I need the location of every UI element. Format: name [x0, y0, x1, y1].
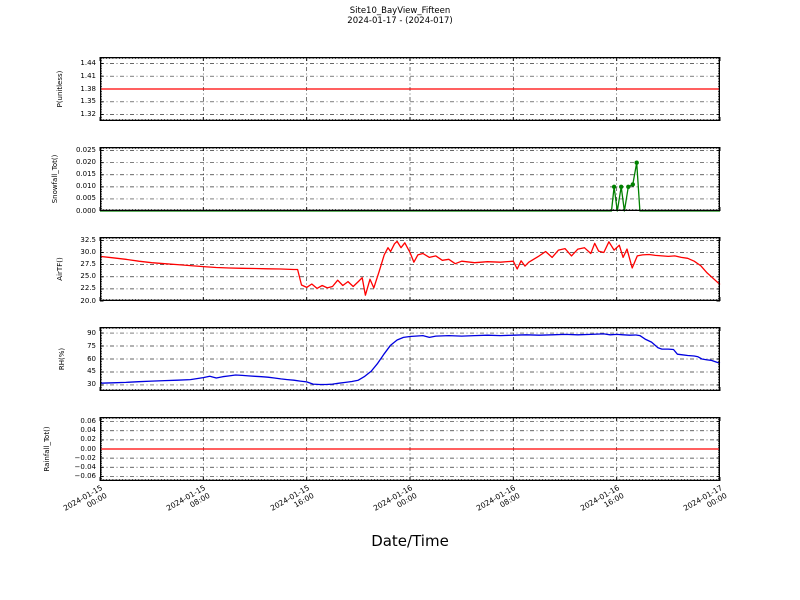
gridlines [100, 327, 720, 391]
y-tick-label: 0.02 [80, 435, 96, 444]
y-tick-label: 0.025 [75, 146, 96, 155]
y-tick-label: 0.020 [75, 158, 96, 167]
panel-frame [99, 416, 721, 482]
y-axis-label-airtf: AirTF() [56, 257, 64, 281]
chart-panel-snowfall-tot [99, 146, 721, 212]
y-axis-label-snowfall-tot: Snowfall_Tot() [51, 154, 59, 204]
y-tick-label: 0.06 [80, 417, 96, 426]
panel-frame [99, 146, 721, 212]
y-tick-label: 1.41 [80, 71, 96, 80]
y-tick-label: 1.35 [80, 97, 96, 106]
y-tick-label: 1.38 [80, 84, 96, 93]
data-marker [619, 184, 624, 189]
panel-frame [99, 326, 721, 392]
chart-panel-rainfall-tot [99, 416, 721, 482]
y-tick-label: 22.5 [80, 284, 96, 293]
chart-panel-p [99, 56, 721, 122]
chart-title: Site10_BayView_Fifteen 2024-01-17 - (202… [0, 6, 800, 26]
y-axis-label-rh: RH(%) [58, 347, 66, 371]
y-tick-label: 0.04 [80, 426, 96, 435]
chart-title-line2: 2024-01-17 - (2024-017) [347, 16, 453, 26]
y-tick-label: 32.5 [80, 235, 96, 244]
panel-frame [99, 56, 721, 122]
y-tick-label: 20.0 [80, 296, 96, 305]
data-marker [634, 160, 639, 165]
gridlines [100, 147, 720, 211]
data-marker [630, 182, 635, 187]
y-tick-label: −0.02 [74, 453, 96, 462]
y-tick-label: 0.010 [75, 182, 96, 191]
gridlines [100, 57, 720, 121]
chart-title-line1: Site10_BayView_Fifteen [349, 6, 451, 16]
y-tick-label: 45 [87, 367, 96, 376]
y-tick-label: 27.5 [80, 260, 96, 269]
y-tick-label: 0.005 [75, 194, 96, 203]
y-tick-label: 0.000 [75, 206, 96, 215]
y-tick-label: −0.04 [74, 462, 96, 471]
plot-line-airtf [99, 240, 721, 296]
plot-line-rh [99, 333, 721, 386]
gridlines [100, 237, 720, 301]
y-tick-label: 75 [87, 341, 96, 350]
y-tick-label: 0.00 [80, 444, 96, 453]
y-axis-label-p: P(unitless) [56, 70, 64, 108]
y-tick-label: 1.44 [80, 58, 96, 67]
y-tick-label: 25.0 [80, 272, 96, 281]
y-tick-label: 90 [87, 328, 96, 337]
y-tick-label: 30 [87, 380, 96, 389]
chart-panel-rh [99, 326, 721, 392]
y-tick-label: −0.06 [74, 471, 96, 480]
y-tick-label: 30.0 [80, 248, 96, 256]
x-axis-title: Date/Time [371, 532, 449, 550]
data-marker [626, 184, 631, 189]
y-tick-label: 0.015 [75, 170, 96, 179]
y-tick-label: 60 [87, 354, 96, 363]
data-marker [611, 184, 617, 189]
y-tick-label: 1.32 [80, 110, 96, 119]
panel-frame [99, 236, 721, 302]
y-axis-label-rainfall-tot: Rainfall_Tot() [43, 426, 51, 472]
chart-panel-airtf [99, 236, 721, 302]
